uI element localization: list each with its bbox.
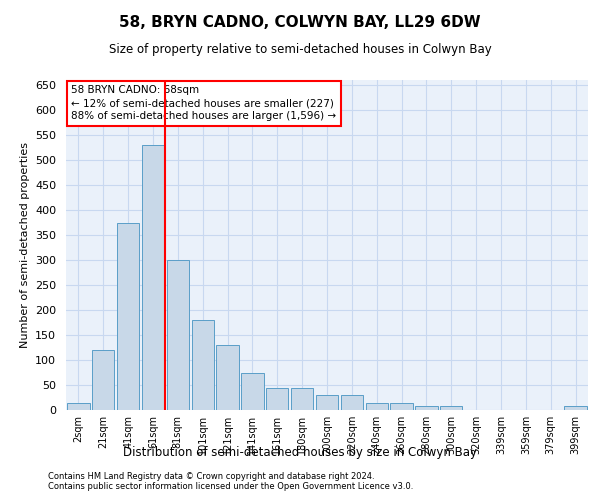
Bar bbox=[241, 372, 263, 410]
Text: 58 BRYN CADNO: 68sqm
← 12% of semi-detached houses are smaller (227)
88% of semi: 58 BRYN CADNO: 68sqm ← 12% of semi-detac… bbox=[71, 85, 337, 122]
Bar bbox=[67, 402, 89, 410]
Bar bbox=[316, 395, 338, 410]
Bar bbox=[565, 406, 587, 410]
Y-axis label: Number of semi-detached properties: Number of semi-detached properties bbox=[20, 142, 29, 348]
Bar bbox=[117, 222, 139, 410]
Bar bbox=[291, 388, 313, 410]
Bar bbox=[167, 260, 189, 410]
Bar bbox=[341, 395, 363, 410]
Text: Distribution of semi-detached houses by size in Colwyn Bay: Distribution of semi-detached houses by … bbox=[123, 446, 477, 459]
Bar bbox=[142, 145, 164, 410]
Text: Contains public sector information licensed under the Open Government Licence v3: Contains public sector information licen… bbox=[48, 482, 413, 491]
Bar bbox=[191, 320, 214, 410]
Bar bbox=[365, 402, 388, 410]
Text: Size of property relative to semi-detached houses in Colwyn Bay: Size of property relative to semi-detach… bbox=[109, 42, 491, 56]
Bar bbox=[266, 388, 289, 410]
Bar bbox=[391, 402, 413, 410]
Text: Contains HM Land Registry data © Crown copyright and database right 2024.: Contains HM Land Registry data © Crown c… bbox=[48, 472, 374, 481]
Text: 58, BRYN CADNO, COLWYN BAY, LL29 6DW: 58, BRYN CADNO, COLWYN BAY, LL29 6DW bbox=[119, 15, 481, 30]
Bar bbox=[440, 406, 463, 410]
Bar bbox=[92, 350, 115, 410]
Bar bbox=[415, 406, 437, 410]
Bar bbox=[217, 345, 239, 410]
